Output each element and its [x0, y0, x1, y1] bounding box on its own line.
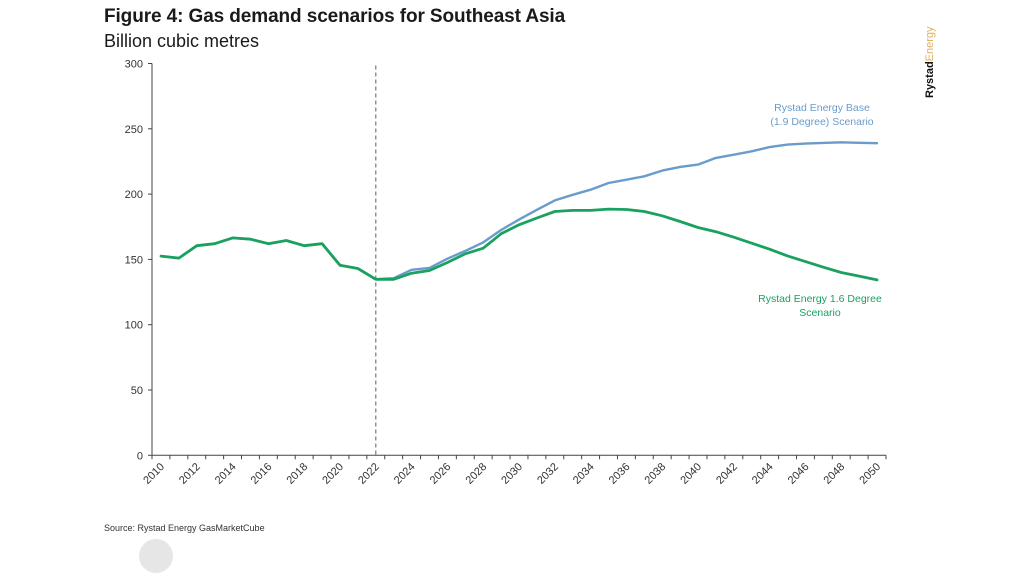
x-tick-label: 2040 [678, 461, 704, 487]
x-tick-label: 2028 [464, 461, 490, 487]
x-tick-label: 2030 [499, 461, 525, 487]
x-tick-label: 2024 [392, 461, 418, 487]
x-tick-label: 2010 [141, 461, 167, 487]
x-tick-label: 2048 [822, 461, 848, 487]
x-tick-label: 2020 [320, 461, 346, 487]
series-label-base-scenario: (1.9 Degree) Scenario [770, 116, 873, 128]
y-tick-label: 50 [131, 385, 143, 397]
source-note: Source: Rystad Energy GasMarketCube [104, 523, 265, 533]
y-tick-label: 150 [125, 254, 143, 266]
series-label-base-scenario: Rystad Energy Base [774, 102, 870, 114]
y-tick-label: 200 [125, 189, 143, 201]
series-label-1-6-degree-scenario: Rystad Energy 1.6 Degree [758, 293, 882, 305]
chart-title: Figure 4: Gas demand scenarios for South… [104, 6, 566, 27]
series-label-1-6-degree-scenario: Scenario [799, 307, 841, 319]
chart-subtitle: Billion cubic metres [104, 31, 260, 51]
x-tick-label: 2034 [571, 461, 597, 487]
x-tick-label: 2016 [249, 461, 275, 487]
x-tick-label: 2044 [750, 461, 776, 487]
y-tick-label: 0 [137, 450, 143, 462]
x-tick-label: 2014 [213, 461, 239, 487]
y-tick-label: 300 [125, 59, 143, 71]
x-tick-label: 2032 [535, 461, 561, 487]
series-lines [159, 141, 879, 282]
series-line-1-6-degree-scenario [159, 207, 879, 282]
x-tick-label: 2038 [643, 461, 669, 487]
x-tick-label: 2046 [786, 461, 812, 487]
series-labels: Rystad Energy Base (1.9 Degree) Scenario R… [758, 102, 882, 319]
y-tick-label: 250 [125, 124, 143, 136]
x-tick-label: 2050 [857, 461, 883, 487]
y-tick-label: 100 [125, 320, 143, 332]
decorative-circle [139, 539, 173, 573]
x-tick-label: 2026 [428, 461, 454, 487]
x-tick-label: 2036 [607, 461, 633, 487]
x-tick-label: 2042 [714, 461, 740, 487]
x-tick-label: 2022 [356, 461, 382, 487]
series-line-base-scenario [159, 141, 879, 281]
x-tick-label: 2018 [284, 461, 310, 487]
x-tick-label: 2012 [177, 461, 203, 487]
